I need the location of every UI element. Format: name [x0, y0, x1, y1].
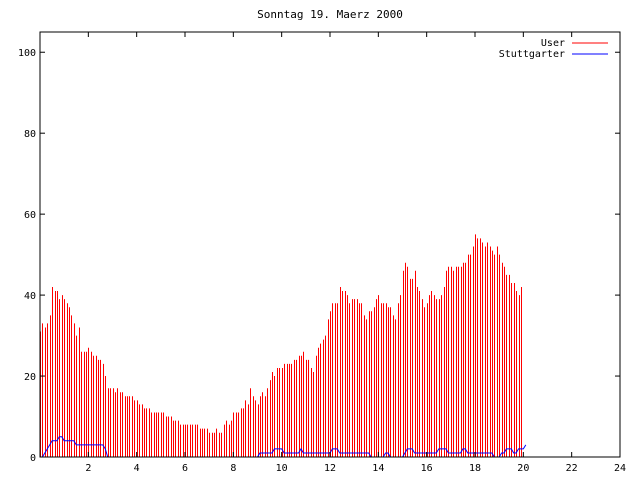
x-tick-label: 18: [469, 463, 481, 474]
x-tick-label: 10: [276, 463, 288, 474]
user-series: [40, 234, 522, 457]
chart-title: Sonntag 19. Maerz 2000: [257, 8, 403, 21]
y-tick-label: 60: [24, 210, 36, 221]
x-axis: 2 4 6 8 10 12 14 16 18 20 22 24: [85, 32, 626, 474]
x-tick-label: 20: [517, 463, 529, 474]
x-tick-label: 16: [421, 463, 433, 474]
legend-label-user: User: [541, 38, 565, 49]
x-tick-label: 22: [566, 463, 578, 474]
x-tick-label: 2: [85, 463, 91, 474]
x-tick-label: 12: [324, 463, 336, 474]
x-tick-label: 6: [182, 463, 188, 474]
y-tick-label: 20: [24, 372, 36, 383]
x-tick-label: 14: [372, 463, 384, 474]
x-tick-label: 4: [134, 463, 140, 474]
x-tick-label: 24: [614, 463, 626, 474]
legend-label-stuttgarter: Stuttgarter: [499, 49, 565, 60]
x-tick-label: 8: [230, 463, 236, 474]
y-tick-label: 80: [24, 129, 36, 140]
y-axis: 0 20 40 60 80 100: [18, 48, 620, 464]
legend: User Stuttgarter: [499, 38, 608, 60]
y-tick-label: 0: [30, 453, 36, 464]
y-tick-label: 100: [18, 48, 36, 59]
y-tick-label: 40: [24, 291, 36, 302]
